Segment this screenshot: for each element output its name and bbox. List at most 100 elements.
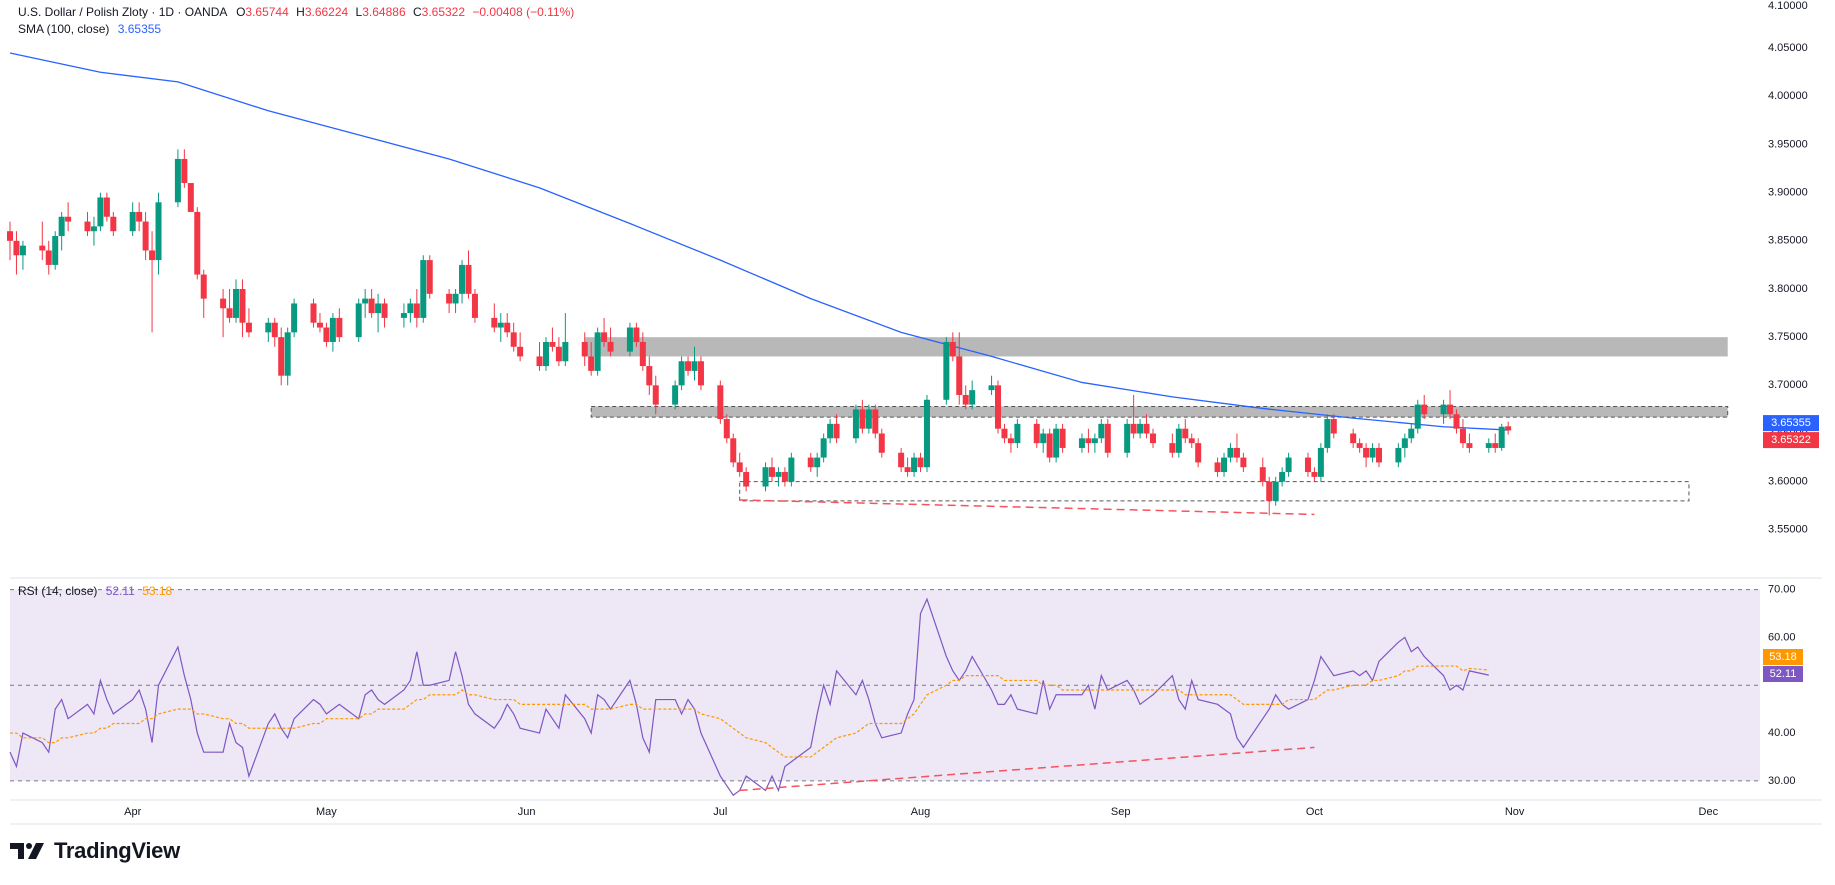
candle-up xyxy=(90,226,97,232)
candle-down xyxy=(110,216,117,232)
candle-up xyxy=(562,341,569,362)
candle-up xyxy=(129,211,136,232)
candle-down xyxy=(646,366,653,386)
candle-down xyxy=(949,341,956,357)
price-axis-tick: 3.75000 xyxy=(1768,331,1808,343)
price-legend: U.S. Dollar / Polish Zloty · 1D · OANDA … xyxy=(18,5,574,20)
candle-up xyxy=(775,472,782,477)
candle-down xyxy=(1356,443,1363,448)
time-axis-tick: Sep xyxy=(1111,806,1131,818)
price-label-box xyxy=(1763,432,1819,449)
candle-up xyxy=(407,303,414,314)
candle-up xyxy=(1498,426,1505,448)
price-axis-tick: 3.55000 xyxy=(1768,524,1808,536)
candle-up xyxy=(58,216,65,237)
candle-up xyxy=(788,457,795,482)
candle-down xyxy=(730,438,737,463)
candle-down xyxy=(310,303,317,323)
time-axis-tick: Apr xyxy=(124,806,141,818)
candle-down xyxy=(1453,414,1460,429)
low-label: L xyxy=(355,5,363,19)
candle-down xyxy=(142,221,149,251)
candle-up xyxy=(1221,457,1228,473)
rsi-legend-label: RSI (14, close) xyxy=(18,584,98,598)
candle-up xyxy=(691,361,698,371)
candle-up xyxy=(1272,481,1279,501)
price-label-text: 3.65322 xyxy=(1771,434,1811,446)
candle-down xyxy=(271,322,278,338)
price-axis-tick: 3.70000 xyxy=(1768,379,1808,391)
close-value: 3.65322 xyxy=(421,5,466,19)
time-axis-tick: Dec xyxy=(1699,806,1719,818)
candle-up xyxy=(865,409,872,429)
candle-down xyxy=(446,293,453,304)
time-axis-tick: Jul xyxy=(713,806,727,818)
candle-down xyxy=(45,250,52,265)
close-label: C xyxy=(412,5,422,19)
open-value: 3.65744 xyxy=(245,5,289,19)
candle-down xyxy=(149,250,156,261)
candle-down xyxy=(904,467,911,473)
candle-down xyxy=(1376,447,1383,463)
candle-down xyxy=(381,303,388,318)
candle-down xyxy=(187,183,194,212)
candle-down xyxy=(736,462,743,473)
candle-up xyxy=(827,423,834,439)
candle-down xyxy=(601,332,608,342)
rsi-axis-tick: 40.00 xyxy=(1768,727,1796,739)
candle-down xyxy=(226,308,233,318)
candle-up xyxy=(19,245,26,256)
candle-up xyxy=(329,317,336,342)
candle-up xyxy=(943,341,950,400)
candle-down xyxy=(652,385,659,405)
candle-up xyxy=(291,303,298,333)
tradingview-logo-text: TradingView xyxy=(54,838,180,863)
candle-down xyxy=(872,409,879,434)
candle-down xyxy=(220,298,227,309)
candle-down xyxy=(833,423,840,439)
price-axis-tick: 3.80000 xyxy=(1768,283,1808,295)
candle-down xyxy=(549,341,556,347)
rsi-legend-value: 52.11 xyxy=(105,584,135,598)
rsi-value-box xyxy=(1763,666,1803,682)
candle-down xyxy=(1169,443,1176,453)
time-axis-tick: Oct xyxy=(1306,806,1323,818)
candle-up xyxy=(1285,457,1292,473)
candle-down xyxy=(504,322,511,333)
candle-up xyxy=(1091,438,1098,444)
time-axis-tick: Jun xyxy=(518,806,536,818)
candle-up xyxy=(1137,423,1144,434)
candle-down xyxy=(316,322,323,328)
candle-up xyxy=(400,313,407,318)
candle-down xyxy=(413,303,420,318)
support-resistance-zone xyxy=(590,406,1729,418)
candle-up xyxy=(626,327,633,352)
candle-down xyxy=(697,361,704,386)
candle-up xyxy=(452,293,459,304)
candle-down xyxy=(1195,443,1202,463)
candle-down xyxy=(555,346,562,362)
candle-down xyxy=(607,341,614,352)
candle-up xyxy=(1175,428,1182,453)
candle-down xyxy=(1007,438,1014,444)
candle-down xyxy=(1104,423,1111,453)
price-label-box xyxy=(1763,415,1819,432)
candle-down xyxy=(1447,404,1454,415)
candle-down xyxy=(1240,457,1247,468)
candle-down xyxy=(239,289,246,323)
support-resistance-zone xyxy=(739,481,1690,502)
candle-down xyxy=(465,264,472,294)
candle-up xyxy=(155,202,162,261)
candle-down xyxy=(536,356,543,367)
rsi-value-box xyxy=(1763,649,1803,665)
candle-down xyxy=(581,341,588,357)
candle-down xyxy=(510,332,517,347)
candle-up xyxy=(542,341,549,367)
candle-up xyxy=(1014,423,1021,444)
tradingview-logo[interactable]: TradingView xyxy=(10,838,180,864)
candle-up xyxy=(814,457,821,468)
candle-down xyxy=(1182,428,1189,439)
candle-down xyxy=(65,216,72,222)
price-axis-tick: 3.90000 xyxy=(1768,187,1808,199)
